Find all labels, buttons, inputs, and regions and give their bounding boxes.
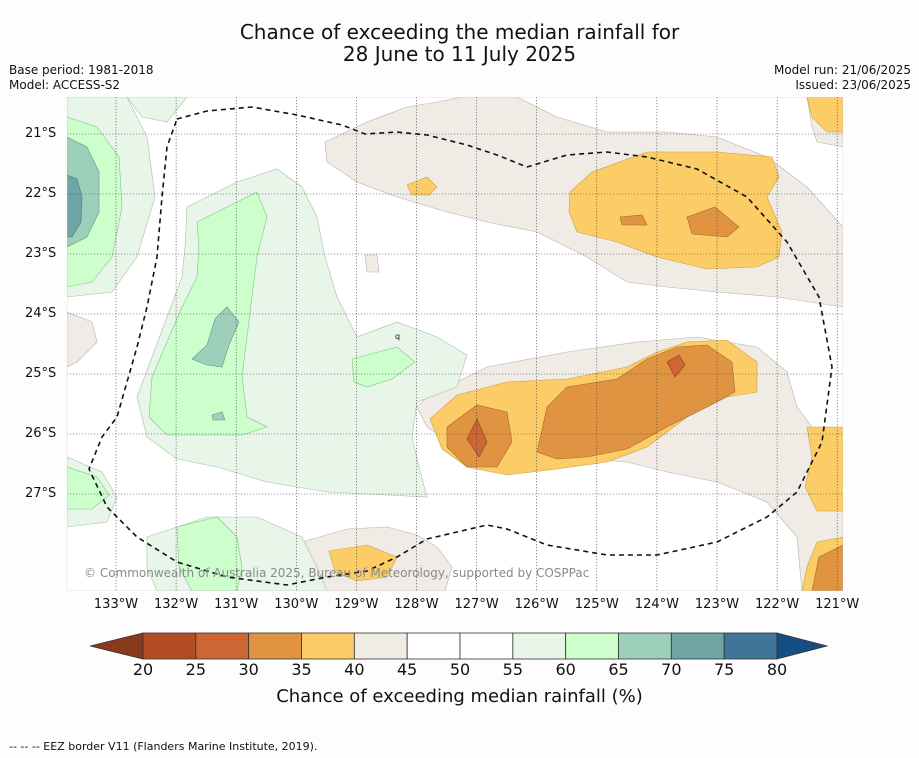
lon-tick-label: 128°W (394, 597, 439, 612)
colorbar-tick-label: 75 (713, 660, 735, 679)
colorbar-under-arrow (90, 632, 144, 660)
colorbar-tick-label: 30 (238, 660, 259, 679)
meta-left: Base period: 1981-2018 Model: ACCESS-S2 (9, 63, 154, 93)
lat-tick-label: 22°S (25, 186, 57, 201)
rainfall-probability-map: q (67, 97, 843, 591)
lat-tick-label: 26°S (25, 426, 57, 441)
lat-tick-label: 21°S (25, 126, 57, 141)
colorbar-cell (565, 632, 619, 660)
colorbar-tick-label: 50 (449, 660, 471, 679)
base-period-label: Base period: 1981-2018 (9, 63, 154, 77)
meta-right: Model run: 21/06/2025 Issued: 23/06/2025 (774, 63, 911, 93)
lon-tick-label: 122°W (755, 597, 800, 612)
lon-tick-label: 130°W (274, 597, 319, 612)
chart-title-line2: 28 June to 11 July 2025 (342, 42, 577, 66)
issued-label: Issued: 23/06/2025 (795, 78, 911, 92)
colorbar-tick-label: 40 (344, 660, 365, 679)
colorbar-over-arrow (776, 632, 829, 660)
lat-tick-label: 25°S (25, 366, 57, 381)
lon-tick-label: 132°W (154, 597, 199, 612)
colorbar-cell (723, 632, 778, 660)
colorbar-cell (301, 632, 355, 660)
model-run-label: Model run: 21/06/2025 (773, 63, 911, 77)
colorbar-tick-label: 70 (661, 660, 682, 679)
colorbar-tick-label: 80 (766, 660, 788, 679)
contour-label: q (395, 332, 400, 341)
colorbar-cell (459, 632, 514, 660)
lon-tick-label: 131°W (214, 597, 259, 612)
colorbar-tick-label: 20 (132, 660, 154, 679)
lon-tick-label: 133°W (93, 597, 139, 612)
colorbar-cell (195, 632, 250, 660)
lon-tick-label: 124°W (634, 597, 679, 612)
colorbar-cell (248, 632, 302, 660)
colorbar (90, 632, 829, 660)
colorbar-tick-label: 45 (396, 660, 418, 679)
region-70-75 (67, 174, 83, 238)
lat-tick-label: 27°S (25, 486, 57, 501)
lat-tick-label: 24°S (25, 306, 57, 321)
colorbar-cell (353, 632, 408, 660)
colorbar-tick-label: 35 (291, 660, 312, 679)
colorbar-cell (142, 632, 197, 660)
colorbar-cell (670, 632, 725, 660)
colorbar-label: Chance of exceeding median rainfall (%) (276, 686, 643, 707)
footer-eez-legend: -- -- -- EEZ border V11 (Flanders Marine… (9, 740, 318, 753)
colorbar-cell (618, 632, 672, 660)
colorbar-cell (512, 632, 567, 660)
lon-tick-label: 123°W (694, 597, 740, 612)
chart-title-line1: Chance of exceeding the median rainfall … (239, 20, 680, 44)
lat-tick-label: 23°S (25, 246, 57, 261)
model-label: Model: ACCESS-S2 (9, 78, 121, 92)
lon-tick-label: 121°W (815, 597, 860, 612)
lon-tick-label: 129°W (334, 597, 379, 612)
colorbar-tick-label: 65 (608, 660, 629, 679)
colorbar-tick-label: 55 (502, 660, 523, 679)
colorbar-tick-label: 60 (555, 660, 576, 679)
lon-tick-label: 126°W (514, 597, 559, 612)
copyright-notice: © Commonwealth of Australia 2025, Bureau… (84, 566, 590, 580)
graticule (67, 97, 843, 591)
lon-tick-label: 125°W (574, 597, 619, 612)
region-25-30 (466, 354, 686, 458)
eez-border (88, 106, 833, 586)
lon-tick-label: 127°W (454, 597, 499, 612)
colorbar-cells (142, 632, 778, 660)
colorbar-cell (406, 632, 461, 660)
colorbar-tick-label: 25 (185, 660, 206, 679)
